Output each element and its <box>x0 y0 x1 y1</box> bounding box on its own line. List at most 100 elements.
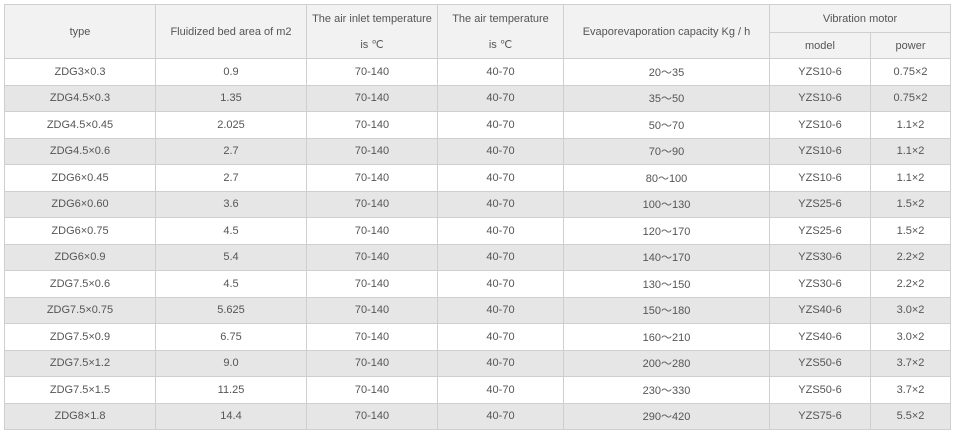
table-cell: 70-140 <box>306 217 438 245</box>
table-cell: 1.35 <box>155 84 307 112</box>
table-cell: ZDG7.5×0.6 <box>4 270 156 298</box>
header-line: is ℃ <box>488 38 513 51</box>
header-cell: model <box>769 32 871 59</box>
table-cell: 3.7×2 <box>869 376 952 404</box>
header-cell: power <box>869 32 952 59</box>
table-cell: YZS50-6 <box>769 349 871 377</box>
table-cell: 1.1×2 <box>869 137 952 165</box>
header-line: The air inlet temperature <box>312 12 432 25</box>
table-cell: 70-140 <box>306 84 438 112</box>
table-cell: 70-140 <box>306 270 438 298</box>
table-cell: 4.5 <box>155 217 307 245</box>
table-cell: 0.75×2 <box>869 58 952 86</box>
table-cell: 40-70 <box>437 111 564 139</box>
table-row: ZDG6×0.75 4.5 70-140 40-70 120～170 YZS25-6 1.5… <box>4 217 952 245</box>
table-cell: 11.25 <box>155 376 307 404</box>
table-cell: 50～70 <box>563 111 770 139</box>
table-row: ZDG7.5×1.5 11.25 70-140 40-70 230～330 YZS50-6… <box>4 376 952 404</box>
table-cell: 6.75 <box>155 323 307 351</box>
table-row: ZDG4.5×0.45 2.025 70-140 40-70 50～70 YZS10-6 1… <box>4 111 952 139</box>
header-row: model power <box>5 32 952 59</box>
table-cell: 2.2×2 <box>869 243 952 271</box>
table-cell: 40-70 <box>437 402 564 430</box>
table-cell: ZDG4.5×0.45 <box>4 111 156 139</box>
table-cell: 14.4 <box>155 402 307 430</box>
table-cell: 140～170 <box>563 243 770 271</box>
header-cell: Vibration motor <box>768 4 952 33</box>
table-row: ZDG7.5×1.2 9.0 70-140 40-70 200～280 YZS50-6 3.… <box>4 349 952 377</box>
table-cell: 2.7 <box>155 164 307 192</box>
table-cell: YZS75-6 <box>769 402 871 430</box>
table-row: ZDG8×1.8 14.4 70-140 40-70 290～420 YZS75-6 5.5… <box>4 402 952 430</box>
table-row: ZDG7.5×0.75 5.625 70-140 40-70 150～180 YZS40-… <box>4 296 952 324</box>
table-cell: 5.4 <box>155 243 307 271</box>
table-row: ZDG4.5×0.6 2.7 70-140 40-70 70～90 YZS10-6 1.1×… <box>4 137 952 165</box>
table-cell: 40-70 <box>437 84 564 112</box>
spec-table: type Fluidized bed area of m2 The air in… <box>4 4 952 430</box>
table-cell: 2.7 <box>155 137 307 165</box>
header-cell: Evaporevaporation capacity Kg / h <box>563 4 770 59</box>
table-cell: 160～210 <box>563 323 770 351</box>
table-row: ZDG7.5×0.6 4.5 70-140 40-70 130～150 YZS30-6 2.… <box>4 270 952 298</box>
table-cell: 80～100 <box>563 164 770 192</box>
table-cell: 0.9 <box>155 58 307 86</box>
table-cell: 40-70 <box>437 137 564 165</box>
table-row: ZDG6×0.45 2.7 70-140 40-70 80～100 YZS10-6 1.1×… <box>4 164 952 192</box>
table-cell: 70-140 <box>306 164 438 192</box>
header-cell: type <box>4 4 156 59</box>
table-cell: 100～130 <box>563 190 770 218</box>
table-cell: YZS30-6 <box>769 243 871 271</box>
table-cell: YZS10-6 <box>769 111 871 139</box>
header-line: The air temperature <box>452 12 549 25</box>
table-cell: ZDG8×1.8 <box>4 402 156 430</box>
table-cell: 200～280 <box>563 349 770 377</box>
header-cell: Fluidized bed area of m2 <box>155 4 307 59</box>
table-cell: 20～35 <box>563 58 770 86</box>
table-row: ZDG4.5×0.3 1.35 70-140 40-70 35～50 YZS10-6 0.7… <box>4 84 952 112</box>
table-cell: 4.5 <box>155 270 307 298</box>
table-cell: 1.1×2 <box>869 111 952 139</box>
table-cell: 70～90 <box>563 137 770 165</box>
table-row: ZDG7.5×0.9 6.75 70-140 40-70 160～210 YZS40-6 3… <box>4 323 952 351</box>
table-cell: 70-140 <box>306 402 438 430</box>
table-cell: 40-70 <box>437 376 564 404</box>
table-cell: 2.025 <box>155 111 307 139</box>
table-cell: 70-140 <box>306 243 438 271</box>
table-cell: 70-140 <box>306 137 438 165</box>
table-cell: ZDG4.5×0.3 <box>4 84 156 112</box>
table-cell: ZDG6×0.45 <box>4 164 156 192</box>
table-cell: 120～170 <box>563 217 770 245</box>
table-cell: YZS10-6 <box>769 164 871 192</box>
table-cell: 3.6 <box>155 190 307 218</box>
table-cell: 9.0 <box>155 349 307 377</box>
table-cell: 290～420 <box>563 402 770 430</box>
table-cell: 150～180 <box>563 296 770 324</box>
table-cell: 70-140 <box>306 58 438 86</box>
table-cell: 40-70 <box>437 217 564 245</box>
table-cell: 40-70 <box>437 296 564 324</box>
table-cell: ZDG4.5×0.6 <box>4 137 156 165</box>
table-cell: 5.625 <box>155 296 307 324</box>
table-cell: 70-140 <box>306 376 438 404</box>
table-cell: ZDG7.5×0.75 <box>4 296 156 324</box>
table-cell: 70-140 <box>306 111 438 139</box>
table-row: ZDG3×0.3 0.9 70-140 40-70 20～35 YZS10-6 0.75×2 <box>4 58 952 86</box>
table-cell: ZDG3×0.3 <box>4 58 156 86</box>
table-cell: 1.5×2 <box>869 190 952 218</box>
table-cell: 3.7×2 <box>869 349 952 377</box>
table-row: ZDG6×0.60 3.6 70-140 40-70 100～130 YZS25-6 1.5… <box>4 190 952 218</box>
table-cell: ZDG6×0.75 <box>4 217 156 245</box>
table-cell: 40-70 <box>437 323 564 351</box>
table-cell: 2.2×2 <box>869 270 952 298</box>
table-cell: 70-140 <box>306 349 438 377</box>
table-cell: YZS10-6 <box>769 137 871 165</box>
table-cell: ZDG6×0.60 <box>4 190 156 218</box>
table-cell: 40-70 <box>437 349 564 377</box>
table-cell: YZS10-6 <box>769 58 871 86</box>
table-cell: 70-140 <box>306 296 438 324</box>
header-row: type Fluidized bed area of m2 The air in… <box>4 4 952 59</box>
table-cell: YZS10-6 <box>769 84 871 112</box>
table-cell: 130～150 <box>563 270 770 298</box>
table-cell: 1.1×2 <box>869 164 952 192</box>
